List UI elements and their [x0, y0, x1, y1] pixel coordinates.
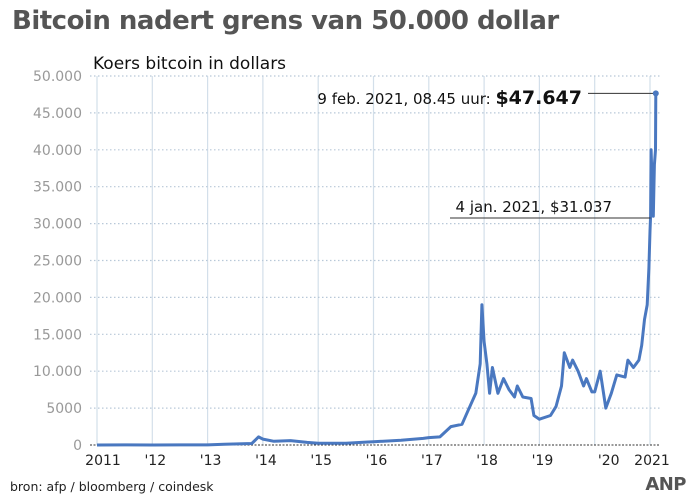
- x-tick-label: 2021: [634, 453, 670, 469]
- y-tick-label: 20.000: [33, 290, 82, 306]
- y-tick-label: 30.000: [33, 217, 82, 233]
- x-tick-label: '19: [532, 453, 554, 469]
- chart-subtitle: Koers bitcoin in dollars: [93, 54, 287, 74]
- annotation-peak-label: 9 feb. 2021, 08.45 uur:: [317, 90, 495, 108]
- x-tick-label: '12: [144, 453, 166, 469]
- x-tick-label: '13: [200, 453, 222, 469]
- y-tick-label: 50.000: [33, 69, 82, 85]
- y-tick-label: 5000: [46, 401, 82, 417]
- x-tick-label: '20: [598, 453, 620, 469]
- x-tick-label: '14: [255, 453, 277, 469]
- annotation-peak: 9 feb. 2021, 08.45 uur: $47.647: [317, 87, 582, 109]
- chart-title: Bitcoin nadert grens van 50.000 dollar: [12, 6, 559, 36]
- source-note: bron: afp / bloomberg / coindesk: [10, 479, 214, 494]
- x-tick-label: '15: [310, 453, 332, 469]
- y-tick-label: 10.000: [33, 364, 82, 380]
- x-tick-label: '16: [366, 453, 388, 469]
- peak-marker: [652, 90, 659, 97]
- x-tick-label: '18: [476, 453, 498, 469]
- y-tick-label: 45.000: [33, 106, 82, 122]
- x-tick-label: '17: [421, 453, 443, 469]
- y-tick-label: 15.000: [33, 327, 82, 343]
- x-tick-label: 2011: [85, 453, 121, 469]
- price-line: [96, 93, 658, 447]
- y-tick-label: 35.000: [33, 180, 82, 196]
- annotation-jan: 4 jan. 2021, $31.037: [456, 198, 612, 216]
- annotation-peak-value: $47.647: [495, 87, 582, 109]
- y-tick-label: 40.000: [33, 143, 82, 159]
- y-tick-label: 0: [73, 438, 82, 454]
- y-tick-label: 25.000: [33, 254, 82, 270]
- anp-logo: ANP: [645, 474, 686, 495]
